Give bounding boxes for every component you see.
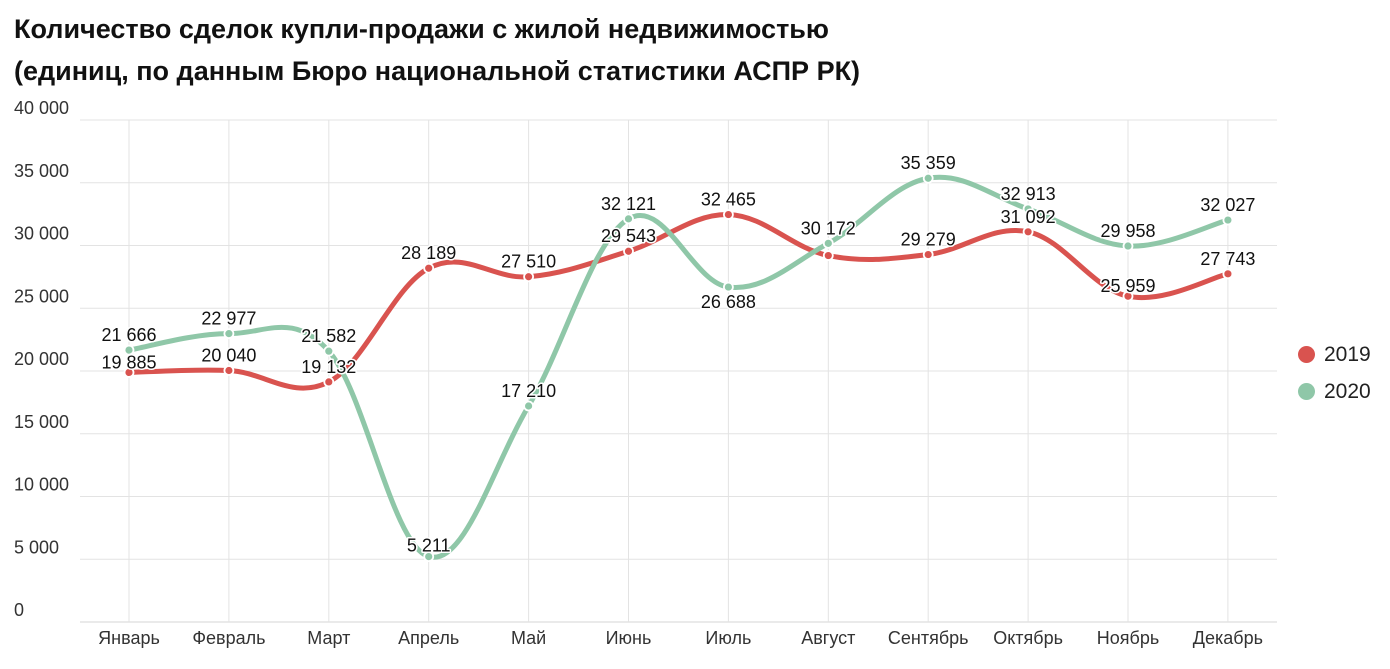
legend-label-2019: 2019 bbox=[1324, 342, 1371, 366]
x-tick-label: Октябрь bbox=[993, 628, 1063, 648]
data-label-2019: 31 092 bbox=[1001, 207, 1056, 227]
data-point-2020[interactable] bbox=[423, 551, 435, 563]
data-point-2019[interactable] bbox=[323, 376, 335, 388]
data-label-2019: 25 959 bbox=[1100, 276, 1155, 296]
x-tick-label: Июнь bbox=[606, 628, 652, 648]
data-label-2020: 21 582 bbox=[301, 326, 356, 346]
data-label-2020: 22 977 bbox=[201, 309, 256, 329]
x-tick-label: Ноябрь bbox=[1097, 628, 1159, 648]
x-tick-label: Апрель bbox=[398, 628, 459, 648]
series-line-2019 bbox=[126, 212, 1231, 391]
data-point-2020[interactable] bbox=[123, 344, 135, 356]
data-point-2019[interactable] bbox=[822, 250, 834, 261]
legend-marker-2020 bbox=[1298, 383, 1315, 400]
data-label-2019: 27 743 bbox=[1200, 249, 1255, 269]
data-point-2019[interactable] bbox=[922, 249, 934, 260]
data-label-2019: 19 132 bbox=[301, 357, 356, 377]
data-label-2019: 27 510 bbox=[501, 252, 556, 272]
chart-title-line-2: (единиц, по данным Бюро национальной ста… bbox=[14, 56, 861, 86]
data-point-2019[interactable] bbox=[723, 209, 734, 220]
chart-title-line-1: Количество сделок купли-продажи с жилой … bbox=[14, 14, 829, 44]
y-tick-label: 25 000 bbox=[14, 286, 69, 306]
data-point-2019[interactable] bbox=[223, 365, 235, 376]
y-tick-label: 20 000 bbox=[14, 349, 69, 369]
data-point-2019[interactable] bbox=[1222, 268, 1234, 280]
data-label-2019: 29 279 bbox=[901, 230, 956, 250]
data-label-2020: 21 666 bbox=[101, 325, 156, 345]
legend-label-2020: 2020 bbox=[1324, 379, 1371, 403]
data-point-2020[interactable] bbox=[623, 213, 634, 225]
y-tick-label: 40 000 bbox=[14, 98, 69, 118]
data-point-2020[interactable] bbox=[922, 172, 934, 184]
data-label-2020: 32 913 bbox=[1001, 184, 1056, 204]
series-line-2020 bbox=[126, 174, 1231, 560]
y-tick-label: 15 000 bbox=[14, 412, 69, 432]
data-label-2019: 20 040 bbox=[201, 345, 256, 365]
x-tick-label: Май bbox=[511, 628, 546, 648]
x-tick-label: Сентябрь bbox=[888, 628, 969, 648]
x-tick-label: Март bbox=[307, 628, 350, 648]
x-tick-label: Февраль bbox=[192, 628, 265, 648]
data-label-2020: 32 027 bbox=[1200, 195, 1255, 215]
x-tick-label: Декабрь bbox=[1193, 628, 1263, 648]
y-tick-label: 0 bbox=[14, 600, 24, 620]
data-point-2019[interactable] bbox=[423, 262, 435, 274]
y-tick-label: 5 000 bbox=[14, 537, 59, 557]
y-tick-label: 30 000 bbox=[14, 224, 69, 244]
data-label-2020: 30 172 bbox=[801, 218, 856, 238]
data-label-2020: 17 210 bbox=[501, 381, 556, 401]
data-point-2019[interactable] bbox=[1122, 290, 1134, 302]
data-label-2020: 26 688 bbox=[701, 292, 756, 312]
data-point-2019[interactable] bbox=[523, 271, 534, 283]
data-point-2020[interactable] bbox=[1222, 214, 1234, 226]
legend-item-2020[interactable]: 2020 bbox=[1298, 373, 1371, 410]
data-point-2020[interactable] bbox=[1022, 203, 1034, 215]
x-tick-label: Август bbox=[801, 628, 855, 648]
data-label-2019: 32 465 bbox=[701, 190, 756, 210]
data-point-2020[interactable] bbox=[223, 328, 235, 340]
y-tick-label: 10 000 bbox=[14, 475, 69, 495]
data-point-2019[interactable] bbox=[123, 367, 135, 378]
data-label-2020: 5 211 bbox=[407, 536, 451, 556]
data-point-2019[interactable] bbox=[1022, 226, 1034, 238]
y-tick-label: 35 000 bbox=[14, 161, 69, 181]
legend-item-2019[interactable]: 2019 bbox=[1298, 336, 1371, 373]
data-point-2019[interactable] bbox=[623, 245, 634, 257]
data-point-2020[interactable] bbox=[323, 345, 335, 357]
x-tick-label: Июль bbox=[705, 628, 751, 648]
data-label-2020: 35 359 bbox=[901, 153, 956, 173]
legend: 2019 2020 bbox=[1298, 336, 1371, 410]
data-point-2020[interactable] bbox=[822, 237, 834, 249]
data-label-2019: 28 189 bbox=[401, 243, 456, 263]
data-label-2020: 29 958 bbox=[1100, 221, 1155, 241]
data-point-2020[interactable] bbox=[523, 400, 534, 412]
x-tick-label: Январь bbox=[98, 628, 160, 648]
legend-marker-2019 bbox=[1298, 346, 1315, 363]
data-label-2019: 19 885 bbox=[101, 352, 156, 372]
data-label-2019: 29 543 bbox=[601, 226, 656, 246]
chart-title: Количество сделок купли-продажи с жилой … bbox=[14, 8, 1164, 92]
data-point-2020[interactable] bbox=[1122, 240, 1134, 252]
data-label-2020: 32 121 bbox=[601, 194, 656, 214]
data-point-2020[interactable] bbox=[723, 281, 734, 293]
